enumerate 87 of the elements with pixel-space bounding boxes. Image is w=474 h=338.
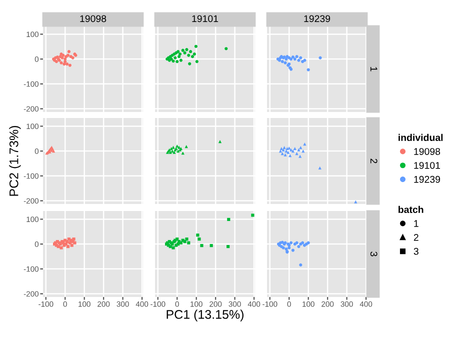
point xyxy=(185,238,188,241)
point xyxy=(195,60,198,64)
point xyxy=(198,238,201,241)
point xyxy=(177,55,181,58)
text: 2 xyxy=(414,234,418,241)
text: 1 xyxy=(414,220,418,227)
point xyxy=(196,234,200,237)
point xyxy=(170,150,174,153)
point xyxy=(224,47,228,50)
point xyxy=(192,52,196,56)
point xyxy=(295,152,298,156)
point xyxy=(190,55,194,58)
point xyxy=(318,166,322,170)
point xyxy=(251,214,254,217)
point xyxy=(187,241,190,244)
point xyxy=(183,51,186,54)
point xyxy=(188,62,192,66)
point xyxy=(302,150,305,153)
y-axis-title: PC2 (1.73%) xyxy=(9,126,21,196)
point xyxy=(284,247,288,251)
point xyxy=(64,60,67,64)
point xyxy=(172,150,176,154)
point xyxy=(189,50,192,54)
point xyxy=(299,56,302,60)
point xyxy=(295,55,298,58)
point xyxy=(299,263,302,266)
point xyxy=(291,150,295,153)
legend-label: 19098 xyxy=(414,148,440,155)
point xyxy=(218,140,222,144)
chart-title: 19239 xyxy=(304,15,330,22)
point xyxy=(291,248,295,252)
x-axis-title: PC1 (13.15%) xyxy=(166,310,244,322)
point xyxy=(67,50,71,54)
chart-title: 19098 xyxy=(80,15,106,22)
point xyxy=(280,152,284,156)
point xyxy=(297,58,300,62)
y2-axis-title: 2 xyxy=(370,158,378,164)
point xyxy=(181,151,184,155)
point xyxy=(60,61,63,64)
point xyxy=(178,52,182,56)
point xyxy=(66,244,70,248)
point xyxy=(318,56,322,60)
point xyxy=(278,150,282,153)
point xyxy=(72,238,76,241)
chart-title: 19101 xyxy=(192,15,218,22)
point xyxy=(65,62,69,66)
point xyxy=(284,153,287,156)
y2-axis-title: 3 xyxy=(370,252,378,256)
point xyxy=(184,145,188,148)
legend-label: 19101 xyxy=(414,162,440,169)
point xyxy=(187,54,190,57)
point xyxy=(299,146,302,150)
point xyxy=(288,246,291,250)
point xyxy=(288,154,292,158)
point xyxy=(68,64,72,67)
point xyxy=(306,68,310,72)
point xyxy=(174,56,177,60)
point xyxy=(60,246,63,250)
point xyxy=(284,61,287,64)
legend-title: batch xyxy=(398,206,424,214)
point xyxy=(70,244,74,247)
legend-label: 19239 xyxy=(414,176,440,183)
point xyxy=(179,58,183,62)
point xyxy=(289,241,293,244)
point xyxy=(176,60,179,64)
point xyxy=(297,148,300,152)
point xyxy=(298,154,302,158)
point xyxy=(200,244,204,248)
point xyxy=(181,48,184,52)
point xyxy=(282,146,286,150)
point xyxy=(354,200,358,204)
point xyxy=(172,59,175,63)
point xyxy=(194,44,198,48)
point xyxy=(306,241,310,244)
point xyxy=(297,244,300,248)
point xyxy=(172,246,175,250)
point xyxy=(280,60,284,64)
point xyxy=(289,148,293,152)
y2-axis-title: 1 xyxy=(370,67,378,72)
point xyxy=(226,244,230,248)
text: 3 xyxy=(414,248,418,255)
point xyxy=(185,48,188,52)
point xyxy=(210,244,213,248)
point xyxy=(227,218,230,222)
point xyxy=(303,142,306,146)
point xyxy=(62,62,66,66)
legend-title: individual xyxy=(398,134,443,142)
